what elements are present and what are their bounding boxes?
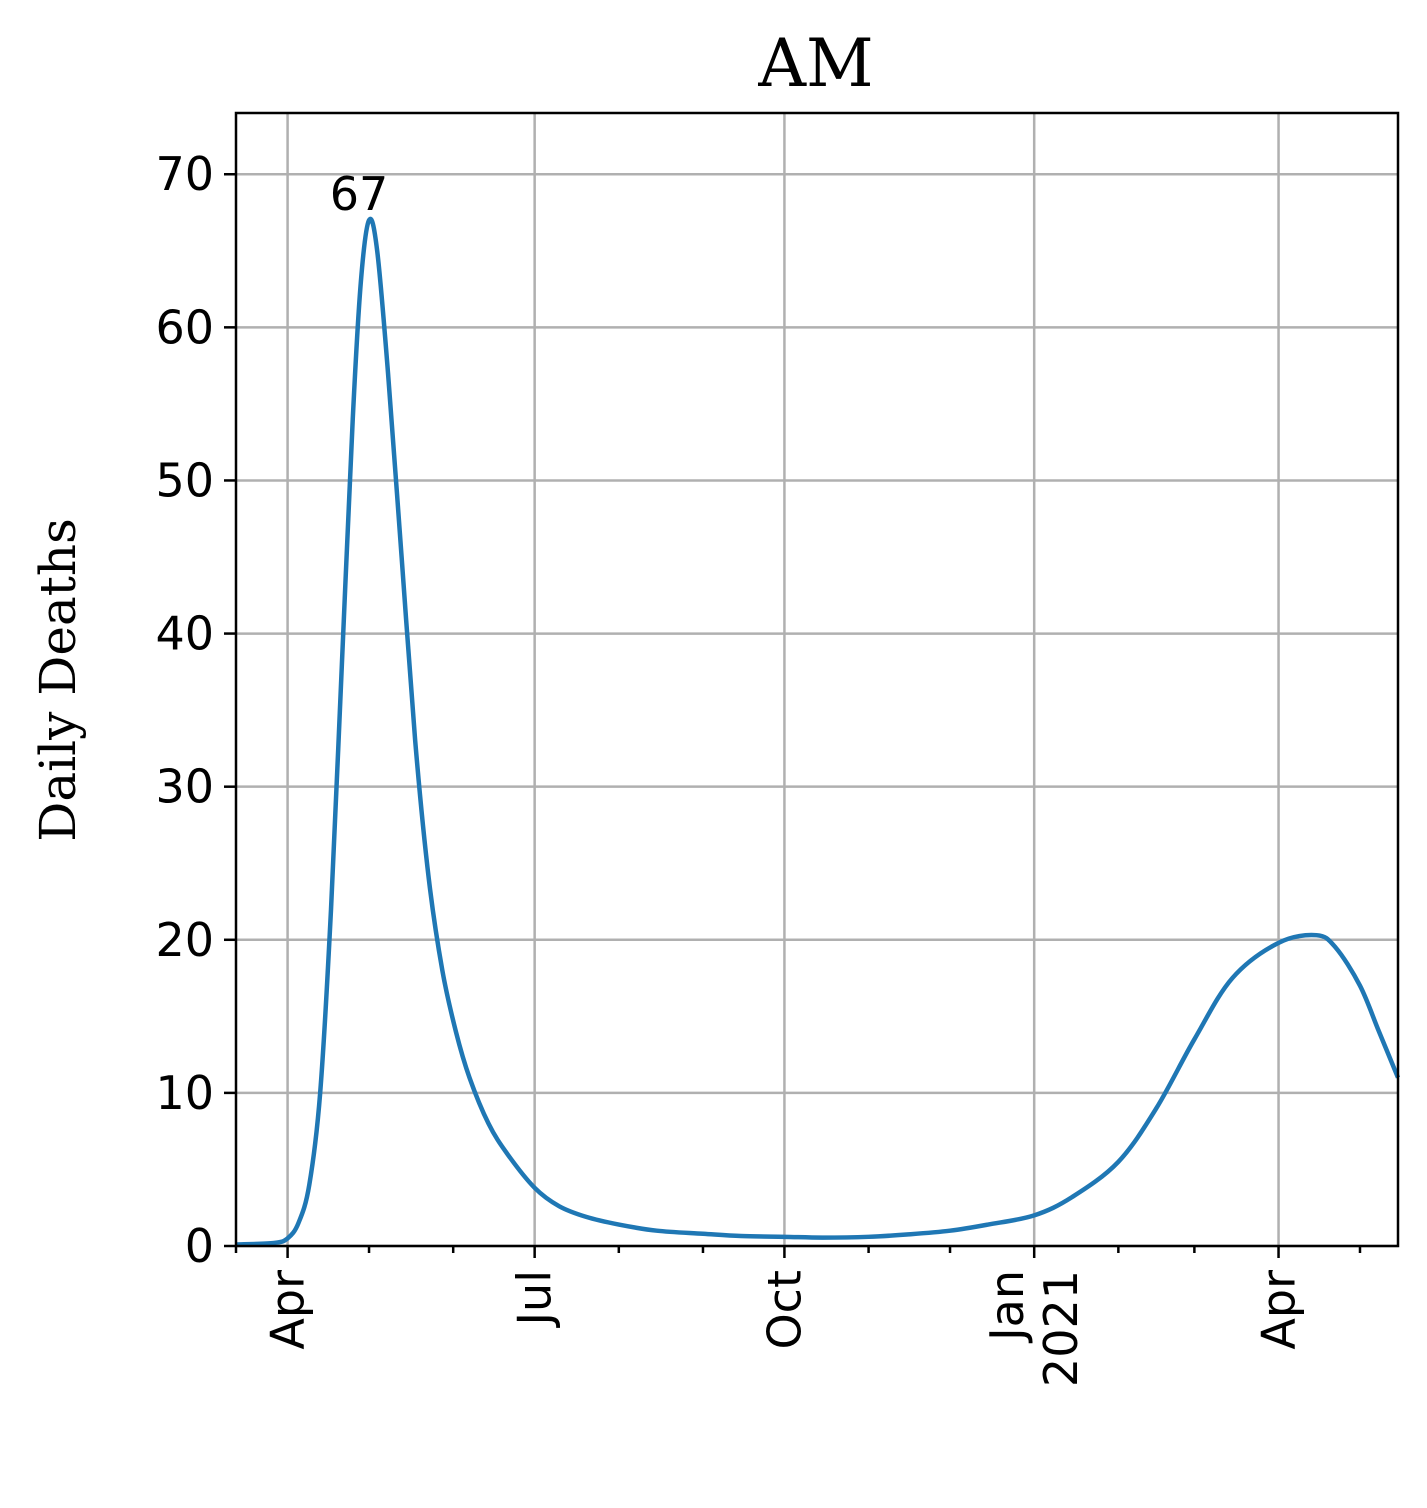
grid-lines — [236, 113, 1398, 1248]
y-tick-label: 30 — [155, 760, 214, 814]
y-tick-label: 20 — [155, 913, 214, 967]
y-tick-label: 70 — [155, 147, 214, 201]
y-tick-label: 0 — [185, 1219, 214, 1273]
x-tick-label: Jan 2021 — [980, 1270, 1088, 1387]
plot-frame — [234, 111, 1400, 1248]
x-tick-label: Apr — [1252, 1270, 1306, 1350]
series-line — [235, 216, 1401, 1247]
x-tick-label-line: Apr — [261, 1270, 315, 1350]
y-tick-label: 50 — [155, 453, 214, 507]
x-tick-label-line: Apr — [1252, 1270, 1306, 1350]
x-tick-label-line: Jul — [508, 1270, 562, 1329]
y-tick-label: 40 — [155, 607, 214, 661]
peak-annotation: 67 — [330, 167, 389, 221]
x-tick-label: Jul — [508, 1270, 562, 1329]
x-tick-label-line: Oct — [757, 1270, 811, 1350]
y-tick-label: 10 — [155, 1066, 214, 1120]
axis-ticks: 0 10 20 30 40 50 60 70 Apr Jul Oct Jan 2021 Apr — [155, 147, 1362, 1387]
x-tick-label-line: Jan — [980, 1270, 1034, 1344]
y-axis-label: Daily Deaths — [29, 518, 87, 841]
chart-title: AM — [757, 25, 873, 102]
annotations: 67 — [330, 167, 389, 221]
series-layer — [235, 216, 1401, 1247]
x-tick-label: Oct — [757, 1270, 811, 1350]
y-tick-label: 60 — [155, 300, 214, 354]
x-tick-label: Apr — [261, 1270, 315, 1350]
x-tick-label-line: 2021 — [1034, 1270, 1088, 1387]
